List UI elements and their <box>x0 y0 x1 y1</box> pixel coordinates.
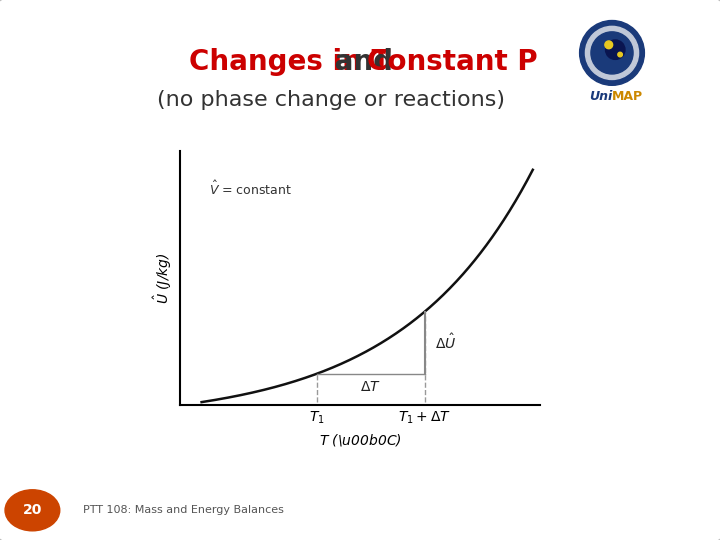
Text: MAP: MAP <box>612 90 643 103</box>
Y-axis label: $\hat{U}$ (J/kg): $\hat{U}$ (J/kg) <box>152 252 174 304</box>
Text: $\hat{V}$ = constant: $\hat{V}$ = constant <box>209 180 292 198</box>
Circle shape <box>580 21 644 85</box>
Circle shape <box>605 41 613 49</box>
Circle shape <box>618 52 622 57</box>
Circle shape <box>606 40 625 59</box>
Circle shape <box>585 26 639 79</box>
X-axis label: $T$ (\u00b0C): $T$ (\u00b0C) <box>319 432 401 448</box>
Text: $\Delta T$: $\Delta T$ <box>361 380 381 394</box>
Text: PTT 108: Mass and Energy Balances: PTT 108: Mass and Energy Balances <box>83 505 284 515</box>
Text: and: and <box>325 48 403 76</box>
Text: 20: 20 <box>23 503 42 517</box>
Text: Constant P: Constant P <box>367 48 538 76</box>
Text: (no phase change or reactions): (no phase change or reactions) <box>157 90 505 110</box>
Circle shape <box>5 490 60 531</box>
Circle shape <box>591 32 633 74</box>
Text: Uni: Uni <box>589 90 612 103</box>
Text: $\Delta\hat{U}$: $\Delta\hat{U}$ <box>435 333 456 352</box>
Text: Changes in T: Changes in T <box>189 48 390 76</box>
